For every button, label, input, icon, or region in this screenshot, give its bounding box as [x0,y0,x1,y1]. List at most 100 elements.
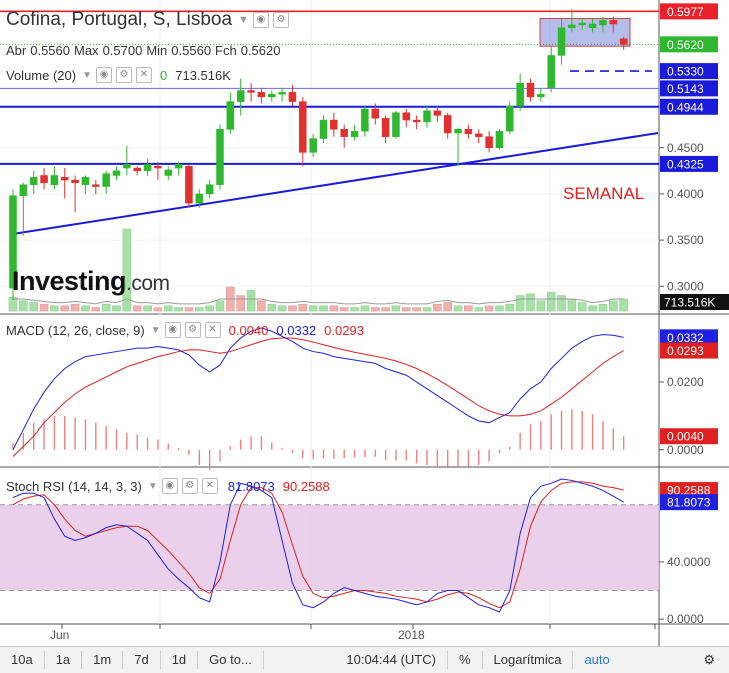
candle-body [123,164,131,169]
close-icon[interactable]: ✕ [204,322,221,338]
price-badge-label: 0.4944 [667,100,704,114]
volume-bar [453,305,463,312]
auto-toggle[interactable]: auto [584,652,610,667]
macd-title: MACD (12, 26, close, 9) [6,322,145,338]
goto-button[interactable]: Go to... [198,651,264,669]
stoch-title: Stoch RSI (14, 14, 3, 3) [6,478,142,494]
volume-value: 713.516K [175,67,231,83]
candle-body [599,20,607,26]
volume-bar [484,305,494,312]
volume-bar [505,303,515,312]
log-toggle[interactable]: Logarítmica [483,651,574,669]
time-label: 2018 [398,628,425,642]
volume-bar [112,305,121,312]
candle-body [247,90,255,93]
percent-toggle[interactable]: % [448,651,483,669]
eye-icon[interactable]: ◉ [96,67,112,83]
volume-bar [577,302,587,312]
macd-legend: MACD (12, 26, close, 9) ▼ ◉ ⚙ ✕ 0.0040 0… [6,322,364,338]
volume-bar [19,300,28,312]
volume-bar [536,300,546,312]
candle-body [174,164,183,169]
macd-signal-line [12,337,624,457]
macd-line [12,327,624,450]
volume-bar [184,307,194,312]
price-badge-label: 0.4325 [667,157,704,171]
candle-body [102,173,110,187]
volume-bar [588,305,597,312]
candle-body [516,82,524,107]
gear-icon[interactable]: ⚙ [272,12,289,28]
eye-icon[interactable]: ◉ [164,322,181,338]
range-button-7d[interactable]: 7d [123,651,161,669]
gear-icon[interactable]: ⚙ [116,67,132,83]
candle-body [433,110,442,116]
candle-body [133,167,141,172]
stoch-badge [660,482,718,499]
candle-body [319,119,328,139]
stoch-legend: Stoch RSI (14, 14, 3, 3) ▼ ◉ ⚙ ✕ 81.8073… [6,478,330,494]
volume-bar [422,307,432,312]
clock-readout: 10:04:44 (UTC) [335,651,448,669]
close-icon[interactable]: ✕ [201,478,218,494]
open-value: 0.5560 [30,43,70,58]
candle-body [361,108,369,132]
volume-bar [350,307,359,312]
price-badge [660,3,718,20]
volume-bar [163,305,173,312]
volume-bar [122,228,132,312]
open-label: Abr [6,43,27,58]
candle-body [464,129,473,135]
macd-tick-label: 0.0000 [667,443,704,457]
candle-body [454,129,462,134]
eye-icon[interactable]: ◉ [161,478,178,494]
macd-value: 0.0332 [276,322,317,338]
volume-bar [443,302,453,312]
eye-icon[interactable]: ◉ [252,12,269,28]
candle-body [154,165,162,169]
price-badge-label: 0.5620 [667,38,704,52]
candle-body [495,130,504,149]
volume-zero: 0 [160,67,168,83]
volume-bar [370,307,380,312]
candle-body [50,175,59,185]
volume-bar [91,307,101,312]
volume-bar [526,293,535,312]
volume-bar [619,298,628,312]
stoch-badge [660,494,718,511]
volume-bar [598,303,608,312]
volume-bar [433,303,442,312]
gear-icon[interactable]: ⚙ [703,652,715,667]
volume-bar [401,307,411,312]
candle-body [205,184,214,195]
range-button-10y[interactable]: 10a [0,651,45,669]
volume-bar [215,300,225,312]
volume-bar [81,305,90,312]
gear-icon[interactable]: ⚙ [184,322,201,338]
volume-bar [329,305,339,312]
macd-badge-label: 0.0040 [667,430,704,444]
stoch-k-value: 81.8073 [227,478,275,494]
stoch-band [0,504,659,591]
chevron-down-icon[interactable]: ▼ [147,480,158,492]
gear-icon[interactable]: ⚙ [181,478,198,494]
volume-badge [660,294,729,310]
volume-bar [567,298,577,312]
chevron-down-icon[interactable]: ▼ [82,69,92,81]
candle-body [340,129,348,137]
macd-signal-value: 0.0293 [324,322,364,338]
chevron-down-icon[interactable]: ▼ [238,14,249,26]
volume-bar [205,305,214,312]
volume-bar [474,307,484,312]
range-button-1y[interactable]: 1a [45,651,83,669]
chevron-down-icon[interactable]: ▼ [150,324,161,336]
range-button-1m[interactable]: 1m [82,651,124,669]
candle-body [412,119,421,123]
candle-body [506,105,514,132]
candle-body [61,177,69,181]
ohlc-row: Abr 0.5560 Max 0.5700 Min 0.5560 Fch 0.5… [6,43,284,58]
close-icon[interactable]: ✕ [136,67,152,83]
range-button-1d[interactable]: 1d [161,651,199,669]
candle-body [81,177,90,185]
